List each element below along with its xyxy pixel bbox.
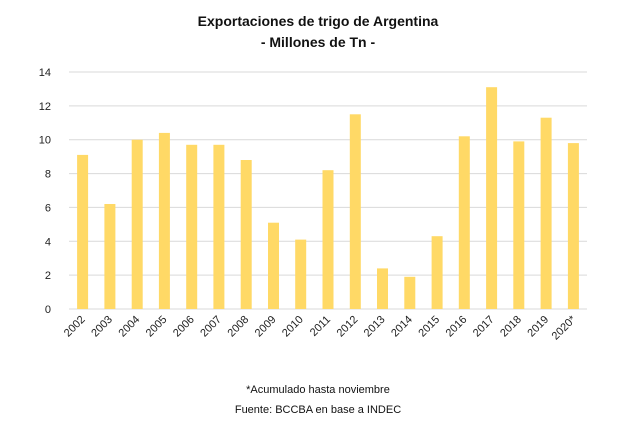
x-tick-label: 2013 [362, 314, 388, 340]
x-tick-label: 2010 [280, 314, 306, 340]
y-tick-label: 2 [45, 270, 51, 282]
footnote: *Acumulado hasta noviembre [246, 384, 390, 396]
x-tick-label: 2002 [62, 314, 88, 340]
bar-2010 [295, 239, 307, 309]
x-tick-label: 2004 [117, 314, 143, 340]
bar-2005 [158, 132, 170, 309]
x-tick-label: 2014 [389, 314, 415, 340]
x-tick-label: 2009 [253, 314, 279, 340]
x-tick-label: 2020* [550, 313, 579, 342]
y-tick-label: 12 [39, 101, 51, 113]
bar-2006 [186, 144, 198, 309]
bar-2012 [349, 114, 361, 309]
bar-2007 [213, 144, 225, 309]
source-note: Fuente: BCCBA en base a INDEC [235, 404, 401, 416]
x-tick-label: 2019 [525, 314, 551, 340]
bar-2004 [131, 139, 143, 309]
x-tick-label: 2015 [416, 314, 442, 340]
bar-2003 [104, 204, 116, 309]
bar-2015 [431, 236, 443, 309]
x-tick-label: 2012 [335, 314, 361, 340]
chart-title: Exportaciones de trigo de Argentina [198, 13, 439, 29]
x-axis-ticks: 2002 2003 2004 2005 2006 2007 2008 2009 2010 2011… [62, 313, 579, 342]
bar-2014 [404, 276, 416, 309]
y-tick-label: 10 [39, 135, 51, 147]
x-tick-label: 2018 [498, 314, 524, 340]
y-tick-label: 0 [45, 304, 51, 316]
bar-2002 [77, 154, 89, 309]
bars [77, 87, 579, 309]
bar-2019 [540, 117, 552, 309]
bar-2020 [567, 143, 579, 309]
y-tick-label: 8 [45, 169, 51, 181]
y-tick-label: 6 [45, 202, 51, 214]
x-tick-label: 2008 [226, 314, 252, 340]
y-tick-label: 14 [39, 67, 51, 79]
bar-2017 [486, 87, 498, 309]
x-tick-label: 2006 [171, 314, 197, 340]
bar-2013 [377, 268, 388, 309]
x-tick-label: 2011 [308, 314, 333, 339]
x-tick-label: 2005 [144, 314, 170, 340]
bar-2008 [240, 160, 252, 309]
x-tick-label: 2017 [471, 314, 497, 340]
bar-2016 [458, 136, 470, 309]
x-tick-label: 2016 [444, 314, 470, 340]
y-tick-label: 4 [45, 236, 51, 248]
x-tick-label: 2007 [198, 314, 224, 340]
bar-2009 [268, 222, 279, 309]
y-axis-ticks: 0 2 4 6 8 10 12 14 [39, 67, 51, 316]
x-tick-label: 2003 [89, 314, 115, 340]
chart-subtitle: - Millones de Tn - [261, 34, 376, 50]
bar-2018 [513, 141, 525, 309]
bar-2011 [322, 170, 334, 309]
